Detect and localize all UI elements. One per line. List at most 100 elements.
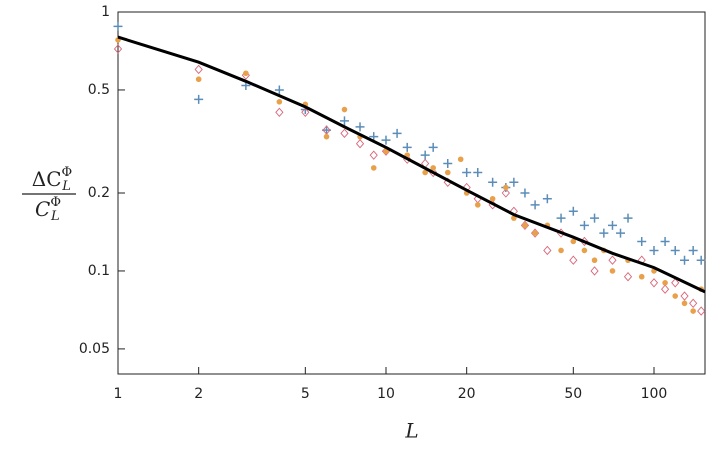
x-tick-label: 100 xyxy=(641,386,668,402)
y-label-numerator: ΔCΦ L xyxy=(32,165,72,194)
diamond-marker xyxy=(671,278,680,288)
plus-marker xyxy=(568,206,578,216)
dot-marker xyxy=(662,280,668,286)
plus-marker xyxy=(339,116,349,126)
plus-marker xyxy=(590,213,600,223)
dot-marker xyxy=(609,268,616,274)
dot-marker xyxy=(570,238,577,245)
dot-marker xyxy=(370,165,377,171)
x-tick-label: 20 xyxy=(458,386,476,402)
plus-marker xyxy=(420,150,430,160)
plus-marker xyxy=(113,21,123,31)
x-tick-label: 50 xyxy=(564,386,582,402)
diamond-marker xyxy=(689,298,698,308)
plus-marker xyxy=(381,135,391,145)
diamond-marker xyxy=(649,278,659,288)
diamond-marker xyxy=(623,272,633,282)
y-tick-label: 0.5 xyxy=(88,82,110,98)
diamond-marker xyxy=(194,64,203,75)
plus-marker xyxy=(637,236,647,246)
dot-marker xyxy=(276,99,283,105)
dot-marker xyxy=(638,273,645,280)
dot-marker xyxy=(341,106,348,113)
y-axis-label: ΔCΦ L CΦ L xyxy=(22,165,76,224)
y-tick-label: 0.05 xyxy=(79,341,110,357)
dot-marker xyxy=(690,308,696,314)
dot-marker xyxy=(430,165,436,171)
x-axis-label: L xyxy=(404,419,418,443)
plus-marker xyxy=(520,188,530,198)
y-label-denominator: CΦ L xyxy=(35,195,61,224)
dot-marker xyxy=(681,300,688,307)
dot-marker xyxy=(581,247,588,254)
diamond-marker xyxy=(697,306,706,316)
dot-marker xyxy=(457,156,464,163)
plus-marker xyxy=(616,228,626,238)
plus-marker xyxy=(680,255,690,265)
plus-marker xyxy=(542,194,552,204)
dot-marker xyxy=(558,247,564,254)
dot-marker xyxy=(489,195,496,202)
diamond-marker xyxy=(501,188,510,198)
diamond-marker xyxy=(543,245,552,256)
plus-marker xyxy=(488,177,498,187)
plus-marker xyxy=(530,200,540,210)
diamond-marker xyxy=(569,255,578,265)
dot-marker xyxy=(672,293,679,299)
dot-marker xyxy=(444,169,451,176)
series xyxy=(115,37,704,314)
dot-marker xyxy=(503,184,509,191)
diamond-marker xyxy=(301,107,310,117)
plus-marker xyxy=(473,167,483,177)
plus-marker xyxy=(660,236,670,246)
plus-marker xyxy=(623,213,633,223)
dot-marker xyxy=(532,230,538,236)
plus-marker xyxy=(443,158,453,168)
plus-marker xyxy=(402,142,412,152)
diamond-marker xyxy=(340,128,349,139)
dot-marker xyxy=(243,70,249,77)
y-tick-label: 0.1 xyxy=(88,263,110,279)
diamond-marker xyxy=(608,255,617,265)
diamond-marker xyxy=(275,107,284,117)
x-tick-label: 5 xyxy=(301,386,310,402)
y-tick-label: 0.2 xyxy=(88,185,110,201)
diamond-marker xyxy=(355,139,365,149)
plus-marker xyxy=(355,122,365,132)
dot-marker xyxy=(195,76,202,83)
plus-marker xyxy=(274,85,284,95)
dot-marker xyxy=(591,257,598,264)
y-tick-label: 1 xyxy=(101,4,110,20)
plus-marker xyxy=(599,228,609,238)
plus-marker xyxy=(428,142,438,152)
plus-marker xyxy=(556,213,566,223)
plus-marker xyxy=(579,220,589,230)
series xyxy=(113,44,706,316)
dot-marker xyxy=(323,133,330,140)
x-tick-label: 2 xyxy=(194,386,203,402)
x-tick-label: 1 xyxy=(114,386,123,402)
diamond-marker xyxy=(660,284,670,294)
x-tick-label: 10 xyxy=(377,386,395,402)
plus-marker xyxy=(649,245,659,255)
plus-marker xyxy=(509,177,519,187)
series xyxy=(117,35,706,294)
dot-marker xyxy=(474,202,481,208)
diamond-marker xyxy=(369,150,378,160)
plus-marker xyxy=(607,220,617,230)
dot-marker xyxy=(522,222,528,229)
plus-marker xyxy=(670,245,680,255)
plus-marker xyxy=(462,167,472,177)
diamond-marker xyxy=(680,291,689,301)
series xyxy=(113,21,706,265)
plus-marker xyxy=(392,128,402,138)
plus-marker xyxy=(696,255,706,265)
diamond-marker xyxy=(590,266,599,276)
diamond-marker xyxy=(113,44,123,54)
plus-marker xyxy=(688,245,698,255)
plus-marker xyxy=(194,94,204,104)
dot-marker xyxy=(422,169,428,176)
fit-line xyxy=(117,35,706,294)
